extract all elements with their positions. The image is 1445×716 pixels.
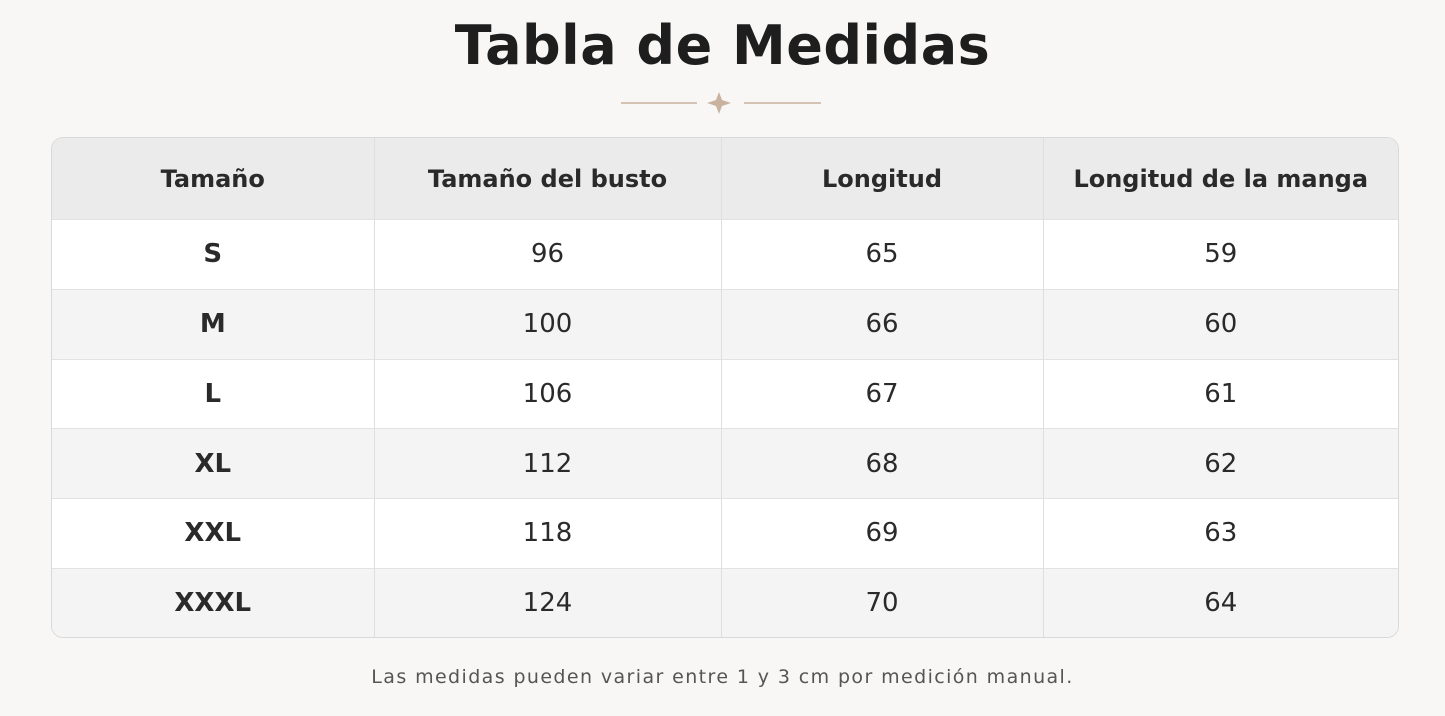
measure-cell: 61 bbox=[1043, 359, 1398, 430]
table-row: XXL 118 69 63 bbox=[52, 498, 1398, 569]
measure-cell: 118 bbox=[374, 498, 722, 569]
measure-cell: 59 bbox=[1043, 219, 1398, 290]
measure-cell: 100 bbox=[374, 289, 722, 360]
measure-cell: 106 bbox=[374, 359, 722, 430]
divider bbox=[621, 92, 821, 114]
size-cell: L bbox=[52, 359, 375, 430]
size-cell: XXL bbox=[52, 498, 375, 569]
size-cell: S bbox=[52, 219, 375, 290]
measure-cell: 60 bbox=[1043, 289, 1398, 360]
measure-cell: 124 bbox=[374, 568, 722, 637]
size-cell: M bbox=[52, 289, 375, 360]
measure-cell: 70 bbox=[721, 568, 1044, 637]
table-body: S 96 65 59 M 100 66 60 L 106 67 61 XL 112 68 62 XXL 118 69… bbox=[52, 219, 1398, 637]
size-table: Tamaño Tamaño del busto Longitud Longitud d… bbox=[52, 138, 1398, 637]
measure-cell: 69 bbox=[721, 498, 1044, 569]
header-row: Tamaño Tamaño del busto Longitud Longitud d… bbox=[52, 138, 1398, 220]
measure-cell: 62 bbox=[1043, 428, 1398, 500]
table-row: XXXL 124 70 64 bbox=[52, 568, 1398, 637]
measure-cell: 96 bbox=[374, 219, 722, 290]
column-header: Longitud de la manga bbox=[1043, 138, 1398, 220]
size-cell: XL bbox=[52, 428, 375, 500]
table-row: M 100 66 60 bbox=[52, 289, 1398, 360]
footnote: Las medidas pueden variar entre 1 y 3 cm… bbox=[371, 666, 1074, 688]
measure-cell: 64 bbox=[1043, 568, 1398, 637]
column-header: Tamaño bbox=[52, 138, 375, 220]
measure-cell: 66 bbox=[721, 289, 1044, 360]
size-cell: XXXL bbox=[52, 568, 375, 637]
measure-cell: 65 bbox=[721, 219, 1044, 290]
measure-cell: 68 bbox=[721, 428, 1044, 500]
measure-cell: 63 bbox=[1043, 498, 1398, 569]
table-container: Tamaño Tamaño del busto Longitud Longitud d… bbox=[51, 137, 1399, 638]
measure-cell: 67 bbox=[721, 359, 1044, 430]
divider-star bbox=[707, 92, 731, 114]
table-row: XL 112 68 62 bbox=[52, 428, 1398, 500]
measure-cell: 112 bbox=[374, 428, 722, 500]
title: Tabla de Medidas bbox=[454, 14, 991, 77]
table-row: S 96 65 59 bbox=[52, 219, 1398, 290]
table-row: L 106 67 61 bbox=[52, 359, 1398, 430]
column-header: Longitud bbox=[721, 138, 1044, 220]
column-header: Tamaño del busto bbox=[374, 138, 722, 220]
